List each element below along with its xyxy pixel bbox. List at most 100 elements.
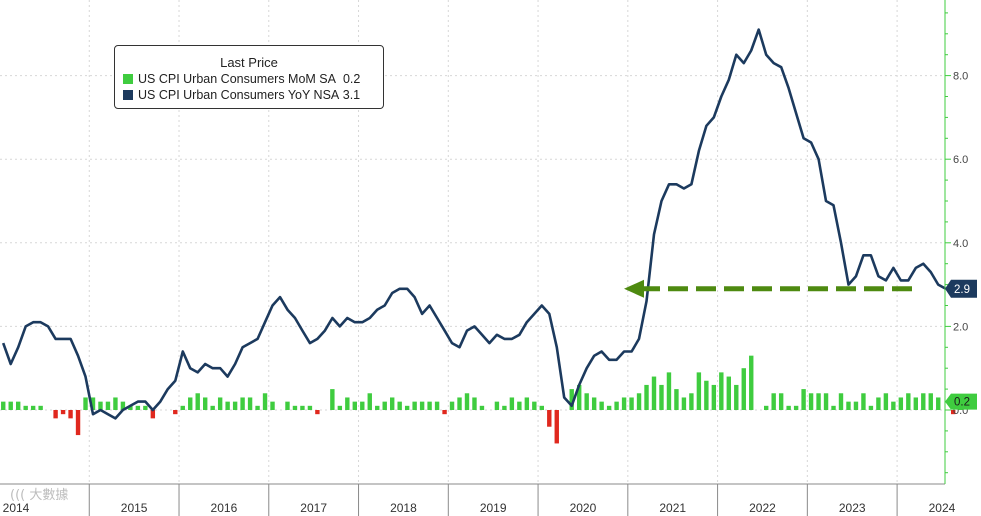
mom-bar bbox=[412, 401, 417, 410]
mom-bar bbox=[921, 393, 926, 410]
mom-bar bbox=[577, 384, 582, 410]
x-tick-label: 2017 bbox=[300, 501, 327, 515]
mom-bar bbox=[591, 397, 597, 410]
mom-bar bbox=[427, 401, 432, 410]
mom-bar bbox=[113, 397, 118, 410]
mom-bar bbox=[457, 397, 462, 410]
mom-bar bbox=[173, 410, 178, 415]
mom-bar bbox=[404, 405, 410, 410]
mom-bar bbox=[606, 405, 612, 410]
mom-bar bbox=[876, 397, 881, 410]
mom-bar bbox=[502, 405, 507, 410]
mom-bar bbox=[1, 401, 6, 410]
mom-bar bbox=[793, 405, 799, 410]
mom-bar bbox=[98, 401, 103, 410]
mom-bar bbox=[8, 401, 13, 410]
mom-bar bbox=[599, 401, 604, 410]
yoy-line bbox=[1, 28, 947, 420]
mom-bar bbox=[651, 376, 657, 410]
mom-bar bbox=[696, 372, 702, 410]
mom-bar bbox=[360, 401, 365, 410]
mom-bar bbox=[771, 393, 776, 410]
mom-bar bbox=[449, 401, 455, 410]
x-tick-label: 2018 bbox=[390, 501, 417, 515]
legend-label-mom: US CPI Urban Consumers MoM SA bbox=[138, 72, 336, 86]
mom-bar bbox=[195, 393, 200, 410]
mom-bar bbox=[105, 401, 111, 410]
mom-bar bbox=[906, 393, 911, 410]
mom-bar bbox=[666, 372, 672, 410]
mom-bar bbox=[23, 405, 28, 410]
mom-bar bbox=[300, 405, 305, 410]
mom-bar bbox=[225, 401, 230, 410]
arrow-annotation bbox=[624, 279, 918, 298]
mom-bar bbox=[719, 372, 724, 410]
x-axis-band bbox=[0, 484, 945, 516]
mom-bar bbox=[689, 393, 694, 410]
mom-bar bbox=[307, 405, 313, 410]
legend-label-yoy: US CPI Urban Consumers YoY NSA bbox=[138, 88, 340, 102]
mom-bar bbox=[270, 401, 275, 410]
mom-bar bbox=[674, 389, 679, 410]
mom-bar bbox=[816, 393, 821, 410]
mom-bar bbox=[898, 397, 904, 410]
mom-bar bbox=[681, 397, 687, 410]
x-tick-label: 2019 bbox=[480, 501, 507, 515]
yoy-line-series bbox=[1, 28, 947, 420]
mom-bar bbox=[936, 397, 941, 410]
mom-bar bbox=[524, 397, 530, 410]
mom-bar bbox=[547, 410, 552, 427]
yoy-last-value: 2.9 bbox=[954, 284, 970, 296]
mom-bar bbox=[644, 384, 649, 410]
yoy-last-callout bbox=[945, 279, 977, 298]
mom-bar bbox=[60, 410, 66, 415]
mom-bar bbox=[390, 397, 395, 410]
mom-bar bbox=[659, 384, 664, 410]
mom-bar bbox=[868, 405, 874, 410]
mom-bar bbox=[951, 410, 956, 415]
y-tick-label: 8.0 bbox=[953, 71, 968, 83]
mom-bar bbox=[262, 393, 268, 410]
legend-title: Last Price bbox=[220, 55, 278, 70]
y-tick-label: 2.0 bbox=[953, 321, 968, 333]
mom-bar bbox=[188, 397, 193, 410]
mom-bar bbox=[883, 393, 889, 410]
mom-bar bbox=[315, 410, 320, 415]
mom-bar bbox=[210, 405, 215, 410]
mom-bar bbox=[53, 410, 58, 419]
mom-bar bbox=[891, 401, 896, 410]
mom-bar bbox=[913, 397, 918, 410]
mom-bar bbox=[375, 405, 380, 410]
mom-bar bbox=[30, 405, 36, 410]
mom-bar bbox=[584, 393, 589, 410]
x-tick-label: 2024 bbox=[929, 501, 956, 515]
watermark-logo: ((( 大數據 bbox=[10, 488, 69, 503]
mom-bar bbox=[68, 410, 73, 419]
legend-entry-mom: US CPI Urban Consumers MoM SA 0.2 bbox=[123, 72, 383, 86]
mom-bar bbox=[382, 401, 387, 410]
mom-bar bbox=[846, 401, 851, 410]
mom-bar bbox=[345, 397, 350, 410]
mom-bar bbox=[330, 389, 335, 410]
x-tick-label: 2021 bbox=[659, 501, 686, 515]
mom-bar bbox=[569, 389, 574, 410]
mom-last-callout bbox=[945, 393, 977, 410]
mom-bar bbox=[75, 410, 81, 436]
x-tick-label: 2015 bbox=[121, 501, 148, 515]
mom-bar bbox=[629, 397, 634, 410]
legend-last-yoy: 3.1 bbox=[342, 88, 361, 102]
mom-bar bbox=[143, 405, 148, 410]
x-tick-label: 2016 bbox=[211, 501, 238, 515]
mom-bar bbox=[292, 405, 298, 410]
mom-bar bbox=[90, 397, 96, 410]
mom-bar bbox=[285, 401, 290, 410]
mom-bar bbox=[734, 384, 739, 410]
x-tick-label: 2020 bbox=[570, 501, 597, 515]
legend-entry-yoy: US CPI Urban Consumers YoY NSA 3.1 bbox=[123, 88, 383, 102]
mom-bar bbox=[838, 393, 844, 410]
y-tick-label: 6.0 bbox=[953, 154, 968, 166]
mom-bar bbox=[554, 410, 559, 444]
mom-bar bbox=[786, 405, 791, 410]
